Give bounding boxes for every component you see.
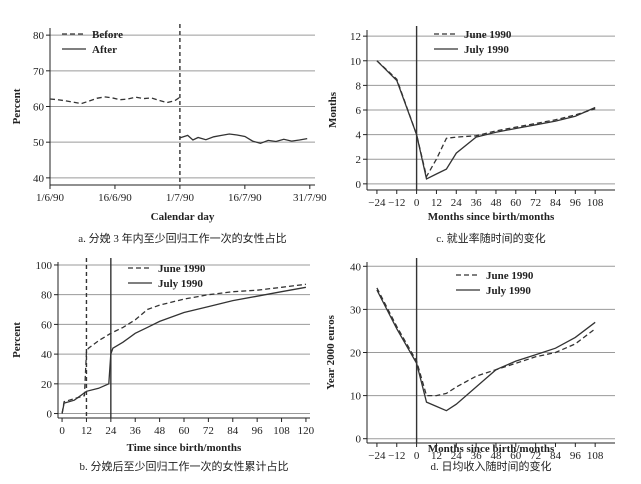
x-tick-label: 84 bbox=[550, 450, 562, 462]
legend-label: June 1990 bbox=[464, 29, 512, 41]
x-tick-label: 60 bbox=[510, 450, 522, 462]
series-line-june-1990 bbox=[61, 283, 306, 414]
x-tick-label: 0 bbox=[414, 197, 420, 209]
chart-panel-b: 0 20 40 60 80 100 0 12 24 36 48 60 72 84 96 108 120 June … bbox=[11, 258, 315, 473]
x-tick-label: 84 bbox=[227, 425, 239, 437]
y-tick-label: 40 bbox=[41, 349, 53, 361]
x-tick-label: 120 bbox=[298, 425, 315, 437]
x-tick-label: 72 bbox=[530, 450, 541, 462]
y-tick-label: 80 bbox=[41, 290, 53, 302]
x-axis-title: Time since birth/months bbox=[127, 442, 242, 454]
x-tick-label: 31/7/90 bbox=[293, 192, 327, 204]
x-axis-title: Months since birth/months bbox=[428, 443, 555, 455]
y-tick-label: 8 bbox=[356, 80, 362, 92]
x-tick-label: 1/7/90 bbox=[166, 192, 195, 204]
x-tick-label: 60 bbox=[179, 425, 191, 437]
legend-label: After bbox=[92, 44, 117, 56]
y-tick-label: 4 bbox=[356, 130, 362, 142]
y-axis-title: Percent bbox=[11, 322, 23, 358]
chart-panel-d: 0 10 20 30 40 −24 −12 0 12 24 36 48 60 72 84 96 108 June … bbox=[325, 258, 615, 473]
x-tick-label: 96 bbox=[252, 425, 264, 437]
panel-caption: d. 日均收入随时间的变化 bbox=[431, 459, 552, 473]
x-tick-label: 0 bbox=[414, 450, 420, 462]
legend-label: June 1990 bbox=[486, 270, 534, 282]
panel-caption: c. 就业率随时间的变化 bbox=[436, 231, 545, 245]
y-tick-label: 70 bbox=[33, 66, 45, 78]
y-axis-title: Months bbox=[327, 91, 339, 128]
legend-label: July 1990 bbox=[158, 278, 203, 290]
y-tick-label: 20 bbox=[350, 348, 362, 360]
y-tick-label: 40 bbox=[33, 173, 45, 185]
x-tick-label: 84 bbox=[550, 197, 562, 209]
legend-label: July 1990 bbox=[486, 285, 531, 297]
x-tick-label: 36 bbox=[130, 425, 142, 437]
x-tick-label: 16/7/90 bbox=[228, 192, 262, 204]
y-tick-label: 30 bbox=[350, 304, 362, 316]
legend-label: July 1990 bbox=[464, 44, 509, 56]
x-tick-label: −12 bbox=[388, 197, 405, 209]
y-tick-label: 0 bbox=[47, 409, 53, 421]
x-tick-label: 24 bbox=[451, 450, 463, 462]
x-tick-label: 16/6/90 bbox=[98, 192, 132, 204]
y-tick-label: 0 bbox=[356, 434, 362, 446]
y-tick-label: 10 bbox=[350, 56, 362, 68]
series-line-july-1990 bbox=[376, 289, 596, 412]
panel-caption: a. 分娩 3 年内至少回归工作一次的女性占比 bbox=[78, 231, 286, 245]
x-tick-label: 60 bbox=[510, 197, 522, 209]
x-tick-label: 72 bbox=[530, 197, 541, 209]
x-tick-label: 108 bbox=[587, 450, 604, 462]
y-tick-label: 10 bbox=[350, 391, 362, 403]
x-tick-label: 48 bbox=[490, 450, 502, 462]
x-tick-label: 96 bbox=[570, 450, 582, 462]
y-axis-title: Percent bbox=[11, 88, 23, 124]
x-tick-label: −24 bbox=[368, 450, 386, 462]
x-tick-label: 12 bbox=[81, 425, 92, 437]
series-line-after bbox=[179, 133, 308, 144]
y-axis-title: Year 2000 euros bbox=[325, 314, 337, 389]
y-tick-label: 80 bbox=[33, 30, 45, 42]
x-tick-label: 1/6/90 bbox=[36, 192, 65, 204]
y-tick-label: 12 bbox=[350, 31, 361, 43]
x-tick-label: 12 bbox=[431, 450, 442, 462]
series-line-before bbox=[49, 96, 181, 105]
series-line-june-1990 bbox=[376, 287, 596, 397]
y-tick-label: 40 bbox=[350, 261, 362, 273]
x-tick-label: 72 bbox=[203, 425, 214, 437]
x-tick-label: −12 bbox=[388, 450, 405, 462]
legend-label: Before bbox=[92, 29, 123, 41]
legend-label: June 1990 bbox=[158, 263, 206, 275]
y-tick-label: 0 bbox=[356, 179, 362, 191]
y-tick-label: 100 bbox=[36, 260, 53, 272]
x-tick-label: 36 bbox=[471, 450, 483, 462]
y-tick-label: 60 bbox=[41, 319, 53, 331]
y-tick-label: 2 bbox=[356, 154, 362, 166]
x-tick-label: 96 bbox=[570, 197, 582, 209]
x-tick-label: 24 bbox=[451, 197, 463, 209]
panel-caption: b. 分娩后至少回归工作一次的女性累计占比 bbox=[80, 459, 289, 473]
x-tick-label: 0 bbox=[59, 425, 65, 437]
chart-panel-a: 40 50 60 70 80 1/6/90 16/6/90 1/7/90 16/7/90 31/7… bbox=[11, 24, 327, 245]
x-tick-label: 108 bbox=[587, 197, 604, 209]
y-tick-label: 20 bbox=[41, 379, 53, 391]
series-line-july-1990 bbox=[376, 60, 596, 180]
x-tick-label: 48 bbox=[154, 425, 166, 437]
y-tick-label: 50 bbox=[33, 137, 45, 149]
y-tick-label: 6 bbox=[356, 105, 362, 117]
x-tick-label: −24 bbox=[368, 197, 386, 209]
x-tick-label: 108 bbox=[273, 425, 290, 437]
y-tick-label: 60 bbox=[33, 102, 45, 114]
x-tick-label: 24 bbox=[105, 425, 117, 437]
x-axis-title: Calendar day bbox=[151, 211, 215, 223]
series-line-july-1990 bbox=[61, 286, 307, 414]
x-tick-label: 12 bbox=[431, 197, 442, 209]
x-axis-title: Months since birth/months bbox=[428, 211, 555, 223]
x-tick-label: 36 bbox=[471, 197, 483, 209]
x-tick-label: 48 bbox=[490, 197, 502, 209]
